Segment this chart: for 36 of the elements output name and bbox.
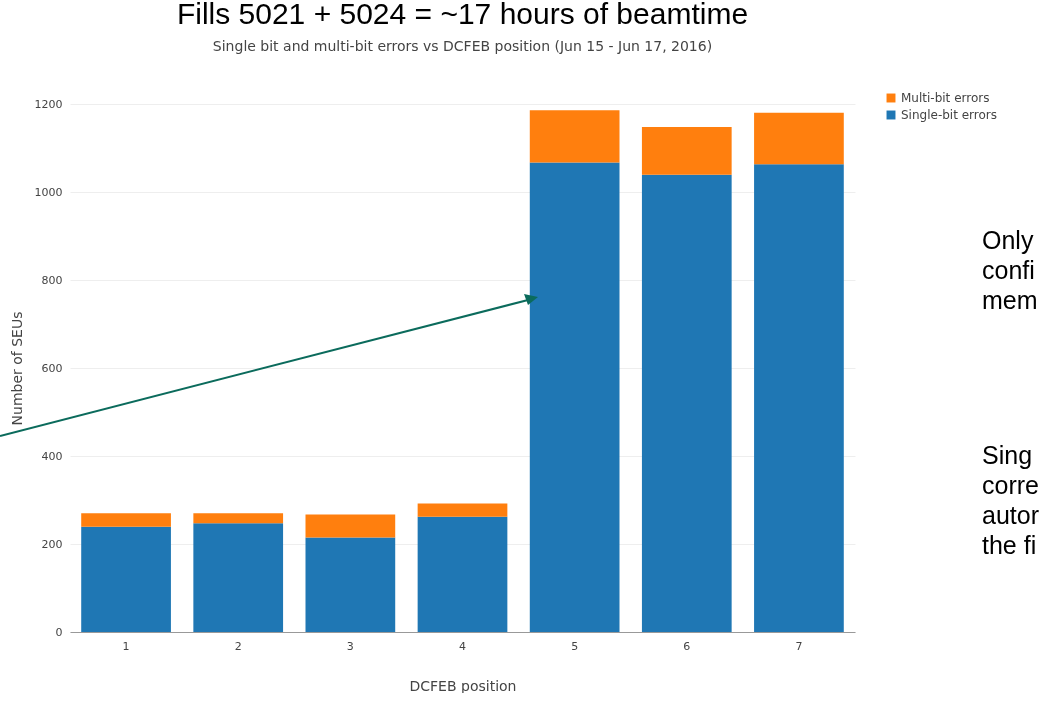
bar: [417, 516, 508, 632]
bar: [193, 513, 284, 524]
bar: [529, 162, 620, 632]
bar: [417, 503, 508, 517]
x-tick-label: 1: [122, 639, 130, 653]
y-axis-title: Number of SEUs: [8, 311, 25, 426]
x-tick-label: 7: [795, 639, 803, 653]
bar: [305, 514, 396, 538]
y-tick-label: 200: [41, 537, 63, 551]
y-tick-label: 600: [41, 361, 63, 375]
legend-label: Single-bit errors: [901, 108, 997, 122]
x-tick-label: 5: [571, 639, 579, 653]
bar: [81, 526, 171, 632]
bar: [641, 174, 732, 632]
chart-title: Fills 5021 + 5024 = ~17 hours of beamtime: [176, 0, 749, 30]
text: Sing corre autor the fi: [982, 440, 1039, 560]
y-tick-label: 800: [41, 273, 63, 287]
y-tick-label: 1200: [34, 97, 63, 111]
chart-subtitle: Single bit and multi-bit errors vs DCFEB position (Jun 15 - Jun 17, 2016): [212, 38, 713, 54]
bar: [754, 164, 844, 632]
bar: [81, 513, 171, 527]
bar: [193, 523, 284, 632]
text: Only confi mem: [982, 225, 1038, 315]
x-tick-label: 4: [459, 639, 466, 653]
legend-label: Multi-bit errors: [901, 91, 990, 105]
x-tick-label: 3: [346, 639, 354, 653]
bar: [305, 537, 396, 632]
x-axis-title: DCFEB position: [409, 677, 517, 694]
y-tick-label: 0: [55, 625, 63, 639]
bar: [754, 112, 844, 165]
x-tick-label: 2: [234, 639, 242, 653]
bar: [641, 126, 732, 175]
y-tick-label: 400: [41, 449, 63, 463]
y-tick-label: 1000: [34, 185, 63, 199]
x-tick-label: 6: [683, 639, 691, 653]
bar: [529, 110, 620, 163]
